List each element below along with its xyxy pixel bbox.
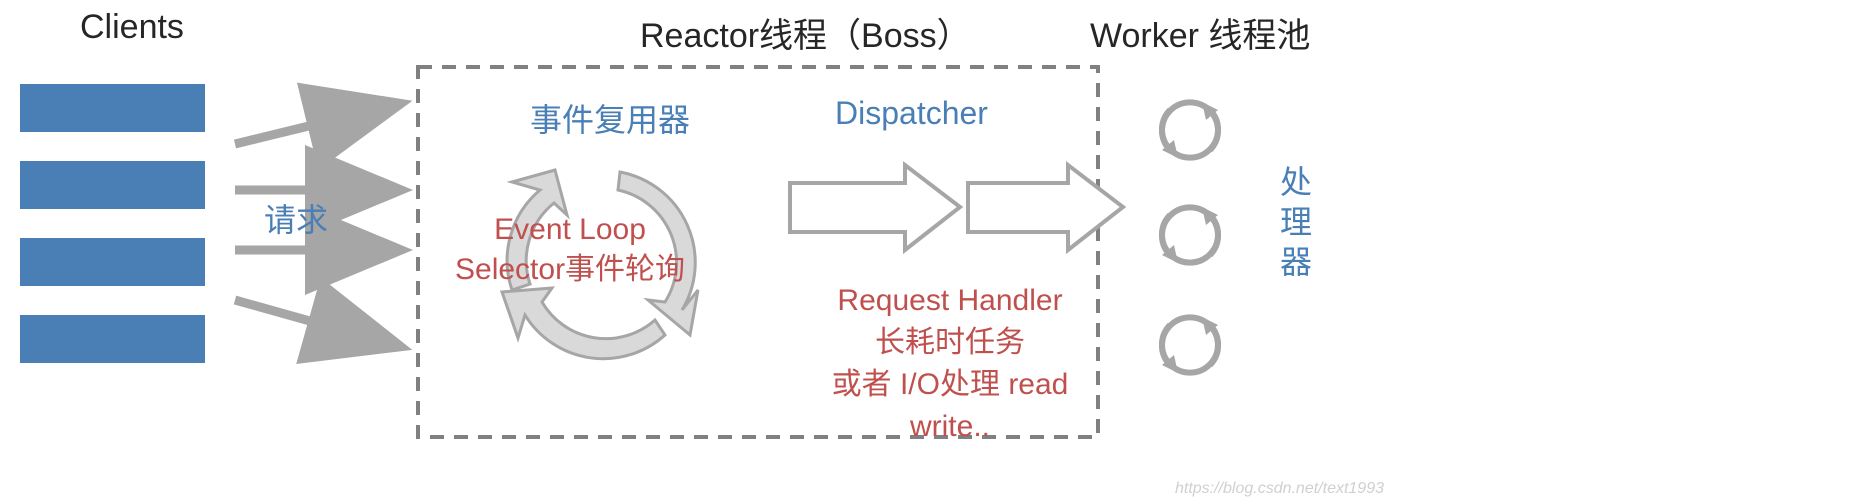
request-arrow xyxy=(235,300,395,345)
event-loop-l1: Event Loop xyxy=(455,210,685,250)
handler-l1: Request Handler xyxy=(790,280,1110,322)
event-loop-label: Event Loop Selector事件轮询 xyxy=(455,210,685,290)
dispatcher-label: Dispatcher xyxy=(835,95,988,132)
event-loop-l2: Selector事件轮询 xyxy=(455,250,685,290)
watermark: https://blog.csdn.net/text1993 xyxy=(1175,480,1384,498)
client-bar xyxy=(20,84,205,132)
worker-loop-icon xyxy=(1162,207,1218,263)
processor-label: 处理器 xyxy=(1280,162,1314,282)
handler-l3: 或者 I/O处理 read write.. xyxy=(790,364,1110,448)
dispatch-arrow-icon xyxy=(790,165,960,250)
client-bar xyxy=(20,161,205,209)
multiplexer-label: 事件复用器 xyxy=(530,95,690,141)
request-arrow xyxy=(235,105,395,144)
handler-label: Request Handler 长耗时任务 或者 I/O处理 read writ… xyxy=(790,280,1110,448)
request-label: 请求 xyxy=(264,195,328,241)
worker-loop-icon xyxy=(1162,102,1218,158)
handler-l2: 长耗时任务 xyxy=(790,322,1110,364)
client-bar xyxy=(20,315,205,363)
client-bar xyxy=(20,238,205,286)
worker-loop-icon xyxy=(1162,317,1218,373)
